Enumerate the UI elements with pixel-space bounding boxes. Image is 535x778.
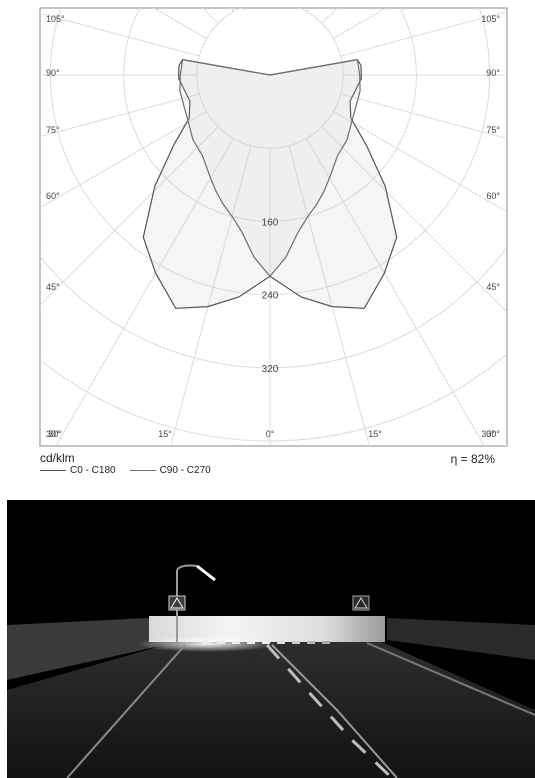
angle-label-right: 105° xyxy=(481,14,500,24)
sign-panel-right xyxy=(352,595,370,611)
angle-label-right: 30° xyxy=(486,429,500,439)
crosswalk-stripe xyxy=(232,641,240,644)
angle-label-right: 90° xyxy=(486,68,500,78)
axis-labels: 160 240 320 105° 90° 75° 60° 45° 30° 105° 90° 75° 60… xyxy=(46,14,500,439)
angle-label-left: 105° xyxy=(46,14,65,24)
angle-label-left: 90° xyxy=(46,68,60,78)
grid-spoke xyxy=(321,126,507,313)
grid-spoke xyxy=(288,145,370,446)
grid-spoke xyxy=(289,0,425,4)
lane-line xyxy=(271,644,398,778)
polar-luminous-intensity-chart: 160 240 320 105° 90° 75° 60° 45° 30° 105° 90° 75° 60… xyxy=(39,0,508,447)
road-edge-left xyxy=(66,644,186,778)
right-verge xyxy=(387,618,535,660)
angle-label-left: 60° xyxy=(46,191,60,201)
angle-label-left: 45° xyxy=(46,282,60,292)
warning-triangle-icon xyxy=(354,597,368,609)
pedestrian-crossing-icon xyxy=(168,595,186,611)
grid-spoke xyxy=(55,138,234,446)
grid-spoke xyxy=(170,145,252,446)
lamp-arm xyxy=(176,564,198,571)
angle-label-left: 30° xyxy=(46,429,60,439)
angle-label-bottom: 0° xyxy=(266,429,275,439)
legend-entry-c90-c270: C90 - C270 xyxy=(129,465,211,476)
curve-c90-c270 xyxy=(179,58,361,278)
crosswalk-stripe xyxy=(217,641,225,644)
angle-label-bottom: 15° xyxy=(368,429,382,439)
grid-spoke xyxy=(340,93,507,140)
crosswalk-stripe xyxy=(292,641,300,644)
road-edge-right xyxy=(366,642,535,716)
grid-lines xyxy=(40,0,507,446)
crosswalk-stripe xyxy=(247,641,255,644)
left-verge xyxy=(7,618,187,680)
road-surface xyxy=(7,640,535,778)
grid-spoke xyxy=(306,138,485,446)
legend-label-c0-c180: C0 - C180 xyxy=(70,465,116,476)
radial-tick-label: 320 xyxy=(262,364,279,375)
crosswalk xyxy=(202,641,330,644)
grid-spoke xyxy=(333,111,507,213)
grid-spoke xyxy=(340,10,507,57)
crosswalk-stripe xyxy=(262,641,270,644)
grid-spoke xyxy=(40,12,200,57)
efficiency-value: η = 82% xyxy=(450,452,495,466)
angle-label-bottom: 30° xyxy=(48,429,62,439)
angle-label-bottom: 30° xyxy=(481,429,495,439)
pedestrian-crossing-icon xyxy=(352,595,370,611)
radial-tick-label: 240 xyxy=(262,291,279,302)
curves xyxy=(142,58,398,309)
legend: C0 - C180 C90 - C270 xyxy=(40,465,211,476)
radial-unit-label: cd/klm xyxy=(40,451,75,465)
angle-label-bottom: 15° xyxy=(158,429,172,439)
crosswalk-stripe xyxy=(322,641,330,644)
angle-label-right: 75° xyxy=(486,125,500,135)
angle-label-left: 75° xyxy=(46,125,60,135)
angle-label-right: 45° xyxy=(486,282,500,292)
legend-entry-c0-c180: C0 - C180 xyxy=(40,465,116,476)
grid-spoke xyxy=(40,93,200,138)
angle-label-right: 60° xyxy=(486,191,500,201)
polar-grid xyxy=(40,0,507,446)
crosswalk-stripe xyxy=(277,641,285,644)
crosswalk-stripe xyxy=(202,641,210,644)
grid-spoke xyxy=(40,126,219,306)
lamp-head xyxy=(196,564,216,582)
radial-tick-label: 160 xyxy=(262,217,279,228)
crosswalk-stripe xyxy=(307,641,315,644)
legend-label-c90-c270: C90 - C270 xyxy=(159,465,211,476)
legend-swatch-c0-c180 xyxy=(40,470,66,471)
sign-panel-left xyxy=(168,595,186,611)
grid-spoke xyxy=(40,111,207,209)
road-lighting-render xyxy=(7,500,535,778)
warning-triangle-icon xyxy=(170,597,184,609)
legend-swatch-c90-c270 xyxy=(129,470,156,471)
grid-spoke xyxy=(115,0,251,4)
